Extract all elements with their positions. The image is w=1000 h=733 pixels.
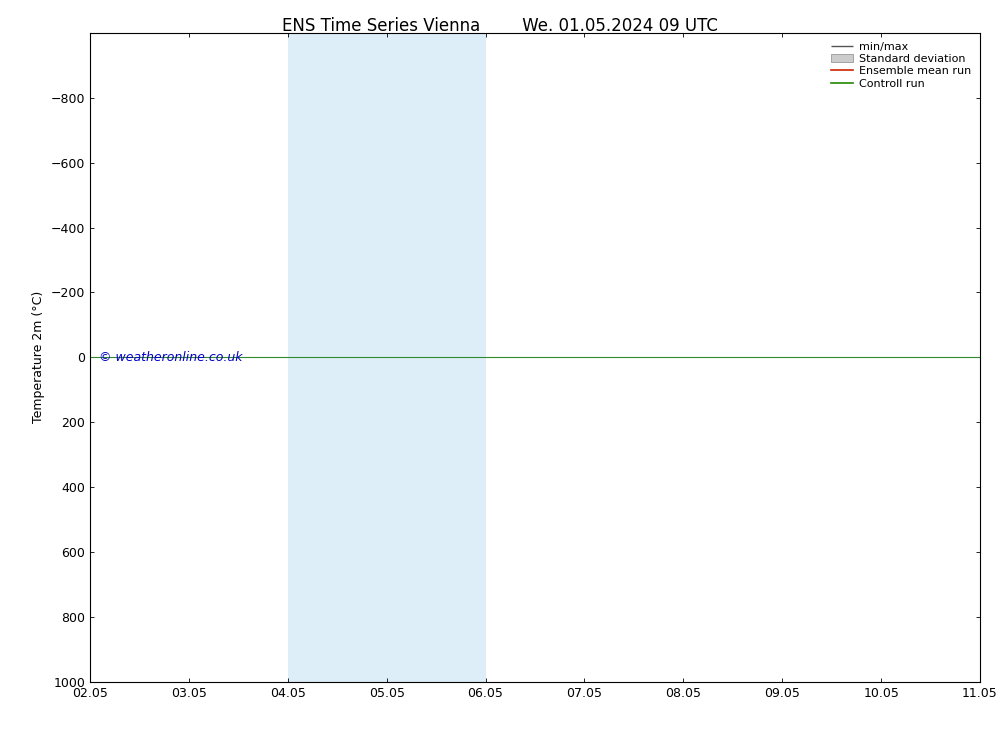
Legend: min/max, Standard deviation, Ensemble mean run, Controll run: min/max, Standard deviation, Ensemble me… (828, 39, 974, 92)
Text: © weatheronline.co.uk: © weatheronline.co.uk (99, 351, 242, 364)
Bar (288, 33, 387, 682)
Bar (387, 33, 486, 682)
Bar (980, 33, 1000, 682)
Text: ENS Time Series Vienna        We. 01.05.2024 09 UTC: ENS Time Series Vienna We. 01.05.2024 09… (282, 17, 718, 35)
Y-axis label: Temperature 2m (°C): Temperature 2m (°C) (32, 291, 45, 424)
